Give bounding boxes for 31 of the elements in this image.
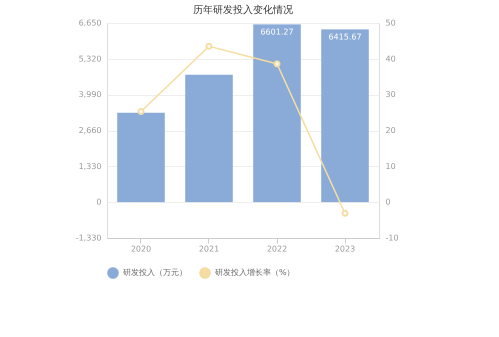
- y2-tick-label: 30: [386, 90, 396, 100]
- point: [138, 108, 144, 116]
- y-tick-label: 2,660: [78, 126, 102, 135]
- y2-tick-label: -10: [386, 234, 399, 242]
- legend-label: 研发投入（万元）: [123, 268, 187, 277]
- y-tick-label: 1,330: [78, 162, 102, 171]
- y2-tick-label: 0: [386, 198, 391, 207]
- y-tick-label: 3,990: [78, 90, 102, 100]
- x-tick-label: 2021: [198, 244, 220, 254]
- y2-tick-label: 50: [386, 18, 396, 28]
- x-tick-label: 2020: [130, 244, 152, 254]
- chart-title: 历年研发投入变化情况: [193, 4, 293, 16]
- bar: [253, 24, 301, 202]
- y2-tick-label: 20: [386, 126, 396, 135]
- y-tick-label: 6,650: [78, 18, 102, 28]
- data-label: 6601.27: [260, 27, 294, 36]
- y-tick-label: 5,320: [78, 54, 102, 64]
- y-tick-label: 0: [96, 198, 102, 207]
- x-tick-label: 2023: [334, 244, 356, 254]
- bar: [117, 112, 165, 202]
- x-tick-label: 2022: [266, 244, 288, 254]
- y2-tick-label: 10: [386, 162, 396, 171]
- point: [274, 60, 280, 68]
- point: [206, 42, 212, 50]
- bar: [321, 29, 369, 202]
- data-label: 6415.67: [328, 32, 362, 42]
- legend-label: 研发投入增长率（%）: [215, 268, 295, 277]
- point: [342, 210, 348, 217]
- bar: [185, 74, 233, 202]
- y2-tick-label: 40: [386, 54, 396, 64]
- y-tick-label: -1,330: [76, 234, 102, 242]
